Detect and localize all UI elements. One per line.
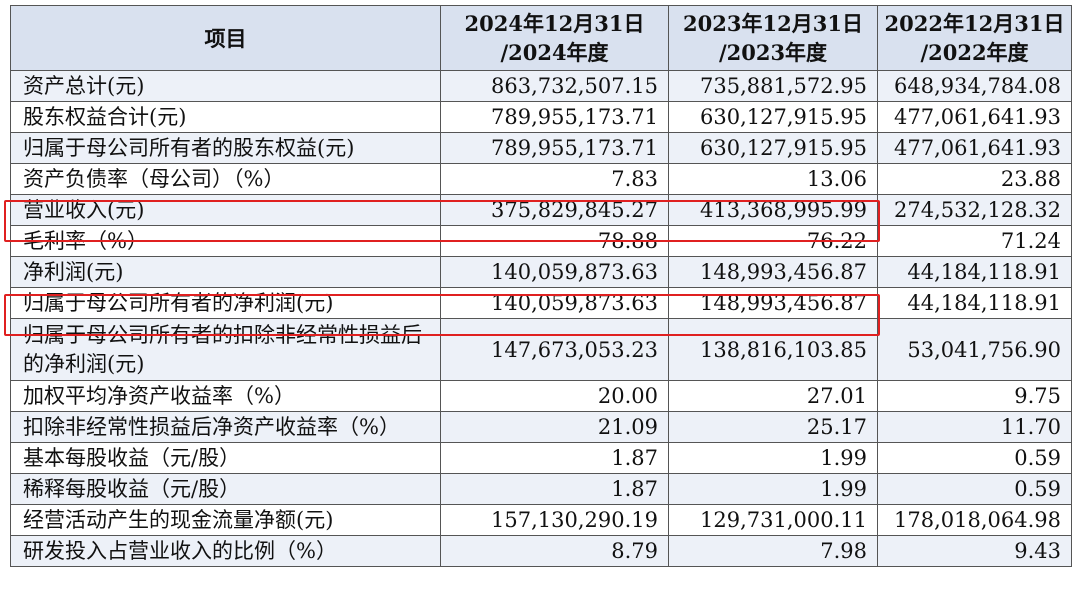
table-row: 扣除非经常性损益后净资产收益率（%） 21.09 25.17 11.70 xyxy=(10,411,1072,443)
table-row: 归属于母公司所有者的扣除非经常性损益后的净利润(元) 147,673,053.2… xyxy=(10,318,1072,381)
row-label: 净利润(元) xyxy=(10,256,441,288)
row-label: 稀释每股收益（元/股） xyxy=(10,473,441,505)
table-row: 股东权益合计(元) 789,955,173.71 630,127,915.95 … xyxy=(10,101,1072,133)
row-label: 股东权益合计(元) xyxy=(10,101,441,133)
table-row: 资产负债率（母公司）（%） 7.83 13.06 23.88 xyxy=(10,163,1072,195)
cell-2023: 735,881,572.95 xyxy=(668,70,878,102)
table-row-revenue: 营业收入(元) 375,829,845.27 413,368,995.99 27… xyxy=(10,194,1072,226)
cell-2023: 76.22 xyxy=(668,225,878,257)
cell-2024: 21.09 xyxy=(440,411,669,443)
cell-2024: 1.87 xyxy=(440,442,669,474)
header-2023: 2023年12月31日 /2023年度 xyxy=(668,5,878,71)
cell-2022: 0.59 xyxy=(877,442,1072,474)
cell-2024: 789,955,173.71 xyxy=(440,132,669,164)
cell-2022: 71.24 xyxy=(877,225,1072,257)
cell-2022: 648,934,784.08 xyxy=(877,70,1072,102)
table-row: 经营活动产生的现金流量净额(元) 157,130,290.19 129,731,… xyxy=(10,504,1072,536)
cell-2024: 375,829,845.27 xyxy=(440,194,669,226)
table-row: 研发投入占营业收入的比例（%） 8.79 7.98 9.43 xyxy=(10,535,1072,567)
cell-2023: 1.99 xyxy=(668,442,878,474)
cell-2022: 44,184,118.91 xyxy=(877,256,1072,288)
row-label: 资产负债率（母公司）（%） xyxy=(10,163,441,195)
header-2024-line2: /2024年度 xyxy=(500,40,609,65)
financial-table-container: 项目 2024年12月31日 /2024年度 2023年12月31日 /2023… xyxy=(4,5,1072,567)
row-label: 毛利率（%） xyxy=(10,225,441,257)
table-body: 资产总计(元) 863,732,507.15 735,881,572.95 64… xyxy=(10,70,1072,567)
cell-2022: 9.43 xyxy=(877,535,1072,567)
table-header: 项目 2024年12月31日 /2024年度 2023年12月31日 /2023… xyxy=(10,5,1072,71)
cell-2022: 11.70 xyxy=(877,411,1072,443)
cell-2023: 27.01 xyxy=(668,380,878,412)
cell-2022: 9.75 xyxy=(877,380,1072,412)
cell-2023: 25.17 xyxy=(668,411,878,443)
header-2024-line1: 2024年12月31日 xyxy=(464,11,645,36)
header-row: 项目 2024年12月31日 /2024年度 2023年12月31日 /2023… xyxy=(10,5,1072,71)
row-label: 扣除非经常性损益后净资产收益率（%） xyxy=(10,411,441,443)
cell-2024: 140,059,873.63 xyxy=(440,287,669,319)
cell-2023: 13.06 xyxy=(668,163,878,195)
cell-2024: 1.87 xyxy=(440,473,669,505)
row-label: 研发投入占营业收入的比例（%） xyxy=(10,535,441,567)
row-label: 基本每股收益（元/股） xyxy=(10,442,441,474)
cell-2023: 630,127,915.95 xyxy=(668,132,878,164)
table-row: 稀释每股收益（元/股） 1.87 1.99 0.59 xyxy=(10,473,1072,505)
cell-2022: 477,061,641.93 xyxy=(877,101,1072,133)
header-2022-line1: 2022年12月31日 xyxy=(884,11,1065,36)
cell-2022: 23.88 xyxy=(877,163,1072,195)
cell-2023: 148,993,456.87 xyxy=(668,287,878,319)
cell-2023: 1.99 xyxy=(668,473,878,505)
header-2023-line2: /2023年度 xyxy=(718,40,828,65)
table-row: 净利润(元) 140,059,873.63 148,993,456.87 44,… xyxy=(10,256,1072,288)
row-label: 归属于母公司所有者的扣除非经常性损益后的净利润(元) xyxy=(10,318,441,381)
cell-2024: 147,673,053.23 xyxy=(440,318,669,381)
cell-2024: 140,059,873.63 xyxy=(440,256,669,288)
row-label: 归属于母公司所有者的净利润(元) xyxy=(10,287,441,319)
cell-2024: 157,130,290.19 xyxy=(440,504,669,536)
row-label: 营业收入(元) xyxy=(10,194,441,226)
cell-2023: 138,816,103.85 xyxy=(668,318,878,381)
financial-summary-table: 项目 2024年12月31日 /2024年度 2023年12月31日 /2023… xyxy=(10,5,1072,567)
row-label: 经营活动产生的现金流量净额(元) xyxy=(10,504,441,536)
row-label: 资产总计(元) xyxy=(10,70,441,102)
cell-2024: 863,732,507.15 xyxy=(440,70,669,102)
cell-2024: 78.88 xyxy=(440,225,669,257)
cell-2022: 0.59 xyxy=(877,473,1072,505)
header-item: 项目 xyxy=(10,5,441,71)
table-row-net-profit-parent: 归属于母公司所有者的净利润(元) 140,059,873.63 148,993,… xyxy=(10,287,1072,319)
header-2022: 2022年12月31日 /2022年度 xyxy=(877,5,1072,71)
cell-2022: 53,041,756.90 xyxy=(877,318,1072,381)
row-label: 加权平均净资产收益率（%） xyxy=(10,380,441,412)
cell-2024: 8.79 xyxy=(440,535,669,567)
table-row: 资产总计(元) 863,732,507.15 735,881,572.95 64… xyxy=(10,70,1072,102)
cell-2024: 20.00 xyxy=(440,380,669,412)
cell-2023: 129,731,000.11 xyxy=(668,504,878,536)
cell-2022: 178,018,064.98 xyxy=(877,504,1072,536)
cell-2022: 477,061,641.93 xyxy=(877,132,1072,164)
cell-2022: 44,184,118.91 xyxy=(877,287,1072,319)
header-2023-line1: 2023年12月31日 xyxy=(683,11,863,36)
cell-2022: 274,532,128.32 xyxy=(877,194,1072,226)
cell-2023: 7.98 xyxy=(668,535,878,567)
cell-2023: 630,127,915.95 xyxy=(668,101,878,133)
header-2024: 2024年12月31日 /2024年度 xyxy=(440,5,669,71)
row-label: 归属于母公司所有者的股东权益(元) xyxy=(10,132,441,164)
table-row: 基本每股收益（元/股） 1.87 1.99 0.59 xyxy=(10,442,1072,474)
table-row: 毛利率（%） 78.88 76.22 71.24 xyxy=(10,225,1072,257)
header-2022-line2: /2022年度 xyxy=(920,40,1029,65)
table-row: 加权平均净资产收益率（%） 20.00 27.01 9.75 xyxy=(10,380,1072,412)
cell-2023: 148,993,456.87 xyxy=(668,256,878,288)
table-row: 归属于母公司所有者的股东权益(元) 789,955,173.71 630,127… xyxy=(10,132,1072,164)
cell-2024: 7.83 xyxy=(440,163,669,195)
cell-2023: 413,368,995.99 xyxy=(668,194,878,226)
cell-2024: 789,955,173.71 xyxy=(440,101,669,133)
